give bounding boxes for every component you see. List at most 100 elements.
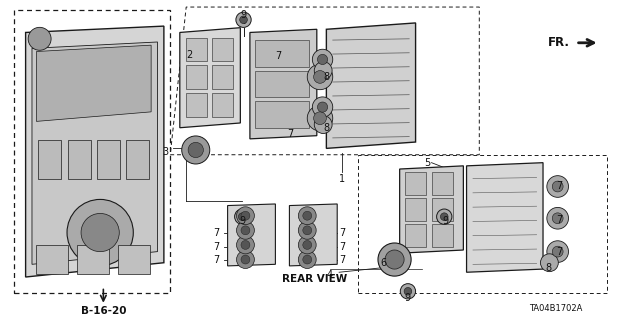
Text: 7: 7	[556, 215, 563, 226]
Bar	[212, 93, 233, 117]
Text: 7: 7	[339, 242, 346, 252]
Text: 7: 7	[556, 247, 563, 256]
Circle shape	[237, 221, 254, 239]
Text: 7: 7	[214, 227, 220, 238]
Circle shape	[547, 207, 568, 229]
Circle shape	[237, 236, 254, 254]
Polygon shape	[26, 26, 164, 277]
Circle shape	[436, 209, 452, 224]
Circle shape	[307, 64, 333, 90]
Text: 7: 7	[214, 242, 220, 252]
Circle shape	[314, 112, 326, 125]
Circle shape	[440, 213, 448, 220]
Text: 7: 7	[214, 255, 220, 265]
Circle shape	[188, 142, 204, 158]
Circle shape	[237, 207, 254, 225]
Circle shape	[239, 213, 246, 220]
Text: 9: 9	[442, 216, 449, 226]
Text: 8: 8	[323, 123, 330, 133]
Bar	[186, 93, 207, 117]
Text: 5: 5	[424, 158, 430, 168]
Bar	[255, 41, 309, 67]
Circle shape	[241, 241, 250, 249]
Bar	[255, 71, 309, 97]
Polygon shape	[32, 42, 157, 264]
Bar	[431, 224, 453, 247]
Bar	[255, 101, 309, 128]
Circle shape	[312, 97, 333, 117]
Circle shape	[552, 181, 563, 192]
Circle shape	[314, 70, 326, 83]
Circle shape	[241, 226, 250, 235]
Text: 9: 9	[239, 216, 245, 226]
Circle shape	[235, 209, 250, 224]
Text: 7: 7	[339, 227, 346, 238]
Circle shape	[298, 251, 316, 269]
Bar	[186, 65, 207, 89]
Bar	[404, 224, 426, 247]
Bar	[431, 198, 453, 221]
Circle shape	[28, 27, 51, 50]
Text: 6: 6	[381, 258, 387, 268]
Polygon shape	[289, 204, 337, 266]
Circle shape	[314, 62, 332, 79]
Bar	[212, 65, 233, 89]
Circle shape	[400, 284, 415, 299]
Circle shape	[298, 236, 316, 254]
Text: 3: 3	[163, 146, 169, 157]
Circle shape	[237, 251, 254, 269]
Polygon shape	[180, 28, 241, 128]
Bar	[36, 245, 68, 274]
Circle shape	[240, 16, 247, 24]
Circle shape	[317, 54, 328, 64]
Polygon shape	[36, 45, 151, 122]
Circle shape	[547, 241, 568, 263]
Circle shape	[236, 12, 251, 27]
Circle shape	[547, 176, 568, 197]
Circle shape	[81, 213, 119, 252]
Text: 9: 9	[241, 10, 246, 20]
Circle shape	[303, 255, 312, 264]
Text: 8: 8	[323, 72, 330, 82]
Text: FR.: FR.	[548, 36, 570, 49]
Circle shape	[298, 207, 316, 225]
Text: 7: 7	[556, 182, 563, 191]
Circle shape	[540, 254, 558, 272]
Circle shape	[378, 243, 411, 276]
Bar	[118, 245, 150, 274]
Text: 8: 8	[545, 263, 551, 273]
Circle shape	[317, 102, 328, 112]
Bar	[212, 38, 233, 61]
Polygon shape	[250, 29, 317, 139]
Circle shape	[314, 116, 332, 133]
Text: 2: 2	[186, 50, 193, 60]
Bar	[404, 198, 426, 221]
Text: 1: 1	[339, 174, 346, 183]
Circle shape	[182, 136, 210, 164]
Text: 4: 4	[326, 271, 333, 280]
Text: 7: 7	[287, 129, 293, 139]
Text: REAR VIEW: REAR VIEW	[282, 274, 348, 284]
Bar	[186, 38, 207, 61]
Circle shape	[303, 241, 312, 249]
Polygon shape	[228, 204, 275, 266]
Circle shape	[241, 211, 250, 220]
Circle shape	[404, 287, 412, 295]
Bar	[97, 140, 120, 179]
Polygon shape	[326, 23, 415, 148]
Bar	[431, 172, 453, 195]
Bar	[77, 245, 109, 274]
Circle shape	[303, 226, 312, 235]
Circle shape	[303, 211, 312, 220]
Bar	[126, 140, 149, 179]
Bar	[38, 140, 61, 179]
Circle shape	[312, 49, 333, 70]
Text: 7: 7	[275, 51, 282, 61]
Circle shape	[67, 199, 133, 266]
Text: B-16-20: B-16-20	[81, 306, 126, 316]
Text: TA04B1702A: TA04B1702A	[529, 304, 582, 313]
Circle shape	[307, 106, 333, 131]
Polygon shape	[467, 163, 543, 272]
Circle shape	[552, 213, 563, 224]
Circle shape	[298, 221, 316, 239]
